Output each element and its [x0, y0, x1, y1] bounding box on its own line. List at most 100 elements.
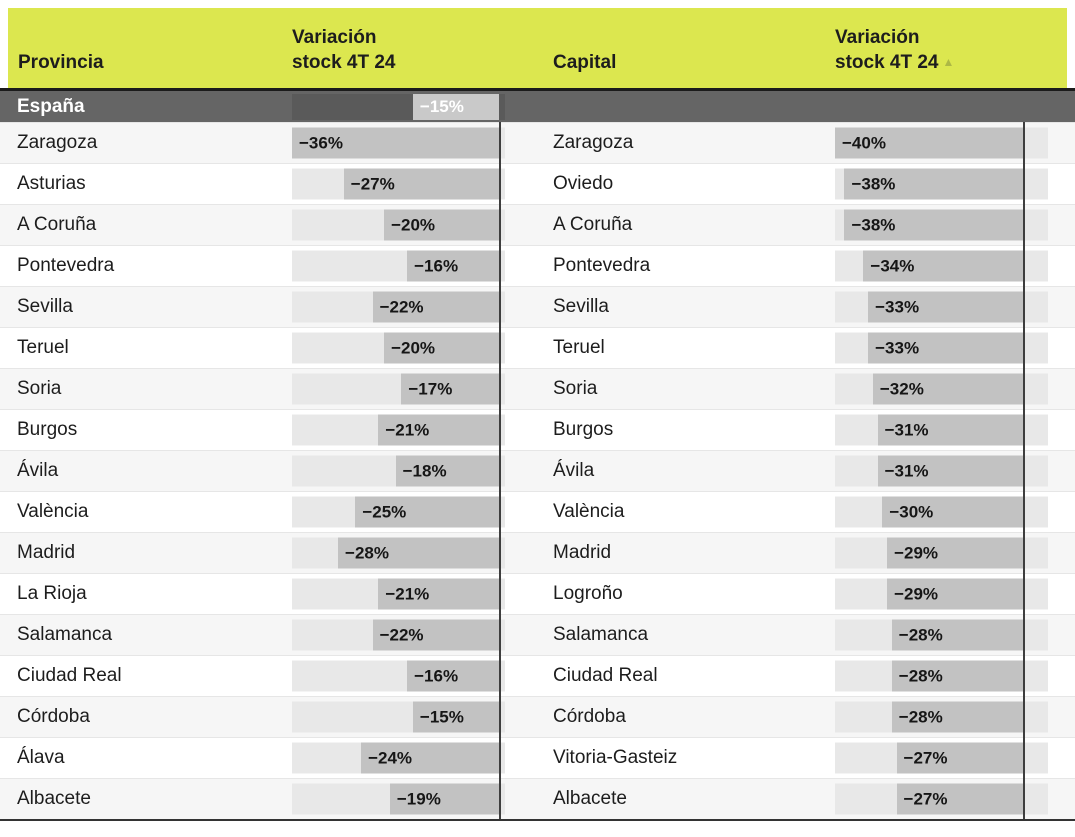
province-variation-bar: −20% — [292, 328, 505, 368]
table-row: Álava −24% Vitoria-Gasteiz −27% — [0, 737, 1075, 778]
capital-variation-bar: −33% — [835, 328, 1048, 368]
bar-value-label: −31% — [884, 461, 929, 480]
bar-value-label: −34% — [870, 256, 915, 275]
row-spacer — [1048, 615, 1075, 655]
bar-value-label: −27% — [903, 789, 948, 808]
capital-name: Zaragoza — [553, 132, 634, 153]
summary-bar: −15% — [412, 93, 500, 120]
col-header-provincia[interactable]: Provincia — [8, 50, 292, 88]
row-spacer — [1048, 205, 1075, 245]
bar-track: −38% — [835, 168, 1048, 200]
bar-track: −28% — [835, 660, 1048, 692]
bar-value-label: −21% — [385, 420, 430, 439]
col-header-variacion-capital[interactable]: Variación stock 4T 24 ▲ — [835, 25, 1048, 88]
capital-bar: −38% — [844, 168, 1025, 200]
bar-track: −29% — [835, 537, 1048, 569]
bar-value-label: −18% — [402, 461, 447, 480]
bar-value-label: −22% — [379, 297, 424, 316]
col-header-variacion-provincia[interactable]: Variación stock 4T 24 — [292, 25, 505, 88]
province-variation-bar: −28% — [292, 533, 505, 573]
bar-value-label: −38% — [851, 215, 896, 234]
capital-name: Oviedo — [553, 173, 614, 194]
bar-value-label: −31% — [884, 420, 929, 439]
bar-value-label: −36% — [299, 133, 343, 152]
col-header-capital[interactable]: Capital — [505, 50, 835, 88]
province-name: Sevilla — [17, 296, 73, 317]
bar-track: −29% — [835, 578, 1048, 610]
capital-name: Albacete — [553, 788, 627, 809]
bar-value-label: −33% — [875, 338, 920, 357]
bar-value-label: −16% — [414, 256, 459, 275]
capital-bar: −33% — [868, 291, 1025, 323]
province-bar: −36% — [292, 127, 500, 159]
table-header: Provincia Variación stock 4T 24 Capital … — [8, 8, 1067, 88]
capital-bar: −40% — [835, 127, 1025, 159]
capital-bar: −29% — [887, 537, 1025, 569]
table-row: Ciudad Real −16% Ciudad Real −28% — [0, 655, 1075, 696]
table-row: Asturias −27% Oviedo −38% — [0, 163, 1075, 204]
row-spacer — [1048, 697, 1075, 737]
bar-track: −27% — [292, 168, 505, 200]
table-row: Teruel −20% Teruel −33% — [0, 327, 1075, 368]
summary-capital-bar-empty — [835, 91, 1048, 122]
bar-track: −33% — [835, 332, 1048, 364]
capital-name: Soria — [553, 378, 598, 399]
capital-name: Vitoria-Gasteiz — [553, 747, 678, 768]
capital-name: Ciudad Real — [553, 665, 658, 686]
variation-label-line2: stock 4T 24 — [292, 52, 396, 73]
table-row: València −25% València −30% — [0, 491, 1075, 532]
province-bar: −15% — [412, 701, 500, 733]
province-name: Albacete — [17, 788, 91, 809]
capital-variation-bar: −28% — [835, 615, 1048, 655]
bar-track: −17% — [292, 373, 505, 405]
variation-label-line2: stock 4T 24 — [835, 52, 939, 73]
province-bar: −24% — [361, 742, 500, 774]
province-bar: −19% — [389, 783, 500, 815]
province-variation-bar: −36% — [292, 123, 505, 163]
capital-bar: −27% — [896, 783, 1025, 815]
capital-bar: −28% — [891, 660, 1025, 692]
province-name: A Coruña — [17, 214, 97, 235]
capital-variation-bar: −38% — [835, 164, 1048, 204]
row-spacer — [1048, 533, 1075, 573]
bar-value-label: −15% — [419, 707, 464, 726]
bar-track: −27% — [835, 783, 1048, 815]
bar-track: −21% — [292, 578, 505, 610]
province-name: Zaragoza — [17, 132, 98, 153]
capital-variation-bar: −32% — [835, 369, 1048, 409]
bar-value-label: −21% — [385, 584, 430, 603]
province-variation-bar: −21% — [292, 410, 505, 450]
row-spacer — [1048, 492, 1075, 532]
summary-row-espana: España −15% — [0, 88, 1075, 122]
province-variation-bar: −22% — [292, 287, 505, 327]
province-variation-bar: −24% — [292, 738, 505, 778]
col-header-provincia-label: Provincia — [18, 52, 104, 73]
row-spacer — [1048, 451, 1075, 491]
capital-variation-bar: −31% — [835, 410, 1048, 450]
summary-label: España — [17, 95, 85, 117]
bar-track: −28% — [292, 537, 505, 569]
table-rows: Zaragoza −36% Zaragoza −40% Asturias −27% Ovie… — [0, 122, 1075, 819]
capital-bar: −28% — [891, 619, 1025, 651]
capital-name: Salamanca — [553, 624, 649, 645]
province-bar: −22% — [372, 619, 500, 651]
capital-variation-bar: −28% — [835, 656, 1048, 696]
bar-value-label: −29% — [894, 543, 939, 562]
province-bar: −16% — [407, 250, 500, 282]
bar-value-label: −33% — [875, 297, 920, 316]
table-row: Pontevedra −16% Pontevedra −34% — [0, 245, 1075, 286]
row-spacer — [1048, 738, 1075, 778]
capital-variation-bar: −31% — [835, 451, 1048, 491]
province-bar: −16% — [407, 660, 500, 692]
bar-track: −22% — [292, 619, 505, 651]
province-name: Soria — [17, 378, 62, 399]
table-row: Salamanca −22% Salamanca −28% — [0, 614, 1075, 655]
capital-variation-bar: −34% — [835, 246, 1048, 286]
bar-value-label: −40% — [842, 133, 886, 152]
capital-bar: −27% — [896, 742, 1025, 774]
capital-bar: −33% — [868, 332, 1025, 364]
province-name: Ciudad Real — [17, 665, 122, 686]
table-row: La Rioja −21% Logroño −29% — [0, 573, 1075, 614]
bar-track: −21% — [292, 414, 505, 446]
capital-name: València — [553, 501, 625, 522]
